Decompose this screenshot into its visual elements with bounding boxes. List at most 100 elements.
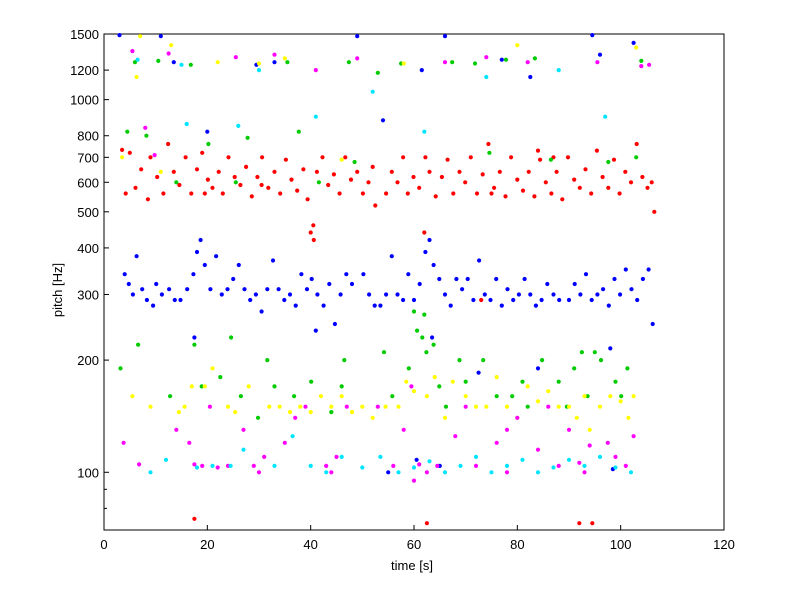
y-tick-label: 100 bbox=[77, 465, 99, 480]
data-point bbox=[612, 276, 617, 282]
data-point bbox=[229, 335, 234, 340]
data-point bbox=[411, 174, 416, 180]
data-point bbox=[127, 150, 132, 155]
data-point bbox=[439, 174, 444, 180]
data-point bbox=[460, 287, 465, 292]
data-point bbox=[155, 174, 160, 180]
data-point bbox=[631, 40, 636, 46]
data-point bbox=[143, 125, 148, 130]
data-point bbox=[587, 427, 592, 432]
data-point bbox=[528, 74, 533, 80]
data-point bbox=[516, 292, 522, 297]
data-point bbox=[417, 185, 422, 190]
data-point bbox=[494, 276, 499, 282]
data-point bbox=[360, 404, 365, 409]
data-point bbox=[311, 237, 316, 243]
data-point bbox=[504, 470, 510, 475]
data-point bbox=[241, 447, 246, 452]
data-point bbox=[601, 287, 606, 292]
data-point bbox=[176, 410, 181, 415]
data-point bbox=[605, 440, 610, 445]
data-point bbox=[631, 434, 636, 439]
data-point bbox=[389, 254, 394, 259]
data-point bbox=[556, 463, 561, 468]
data-point bbox=[161, 191, 166, 196]
data-point bbox=[420, 335, 425, 340]
data-point bbox=[504, 427, 510, 432]
data-point bbox=[352, 159, 357, 165]
data-point bbox=[318, 394, 324, 399]
data-point bbox=[480, 172, 485, 177]
data-point bbox=[556, 68, 561, 73]
data-point bbox=[134, 254, 139, 259]
data-point bbox=[458, 463, 463, 468]
data-point bbox=[395, 180, 400, 185]
data-point bbox=[238, 182, 243, 188]
data-point bbox=[611, 157, 617, 162]
data-point bbox=[226, 155, 231, 160]
data-point bbox=[463, 180, 468, 185]
data-point bbox=[442, 415, 448, 420]
data-point bbox=[309, 276, 314, 282]
data-point bbox=[329, 404, 334, 409]
data-point bbox=[391, 463, 396, 468]
data-point bbox=[381, 350, 387, 355]
data-point bbox=[484, 74, 489, 80]
x-tick-label: 60 bbox=[407, 537, 421, 552]
data-point bbox=[308, 230, 313, 235]
data-point bbox=[205, 129, 210, 134]
data-point bbox=[431, 342, 436, 347]
data-point bbox=[278, 191, 283, 196]
data-point bbox=[583, 272, 589, 277]
data-point bbox=[595, 292, 600, 297]
data-point bbox=[583, 167, 588, 172]
data-point bbox=[219, 292, 224, 297]
data-point bbox=[182, 404, 187, 409]
data-point bbox=[118, 366, 123, 371]
data-point bbox=[525, 404, 530, 409]
data-point bbox=[424, 350, 429, 355]
data-point bbox=[443, 404, 449, 409]
data-point bbox=[578, 292, 583, 297]
data-point bbox=[640, 276, 646, 282]
data-point bbox=[159, 292, 164, 297]
data-point bbox=[504, 404, 510, 409]
y-tick-label: 800 bbox=[77, 129, 99, 144]
data-point bbox=[411, 297, 417, 303]
data-point bbox=[171, 60, 176, 65]
data-point bbox=[207, 404, 212, 409]
data-point bbox=[256, 68, 262, 73]
data-point bbox=[126, 281, 131, 287]
data-point bbox=[401, 61, 406, 66]
data-point bbox=[411, 309, 417, 314]
data-point bbox=[194, 465, 200, 470]
data-point bbox=[515, 177, 520, 182]
data-point bbox=[242, 287, 247, 292]
data-point bbox=[246, 384, 251, 389]
data-point bbox=[225, 404, 231, 409]
data-point bbox=[453, 434, 458, 439]
data-point bbox=[321, 303, 326, 308]
data-point bbox=[639, 58, 644, 64]
data-point bbox=[613, 454, 618, 459]
data-point bbox=[233, 55, 238, 60]
data-point bbox=[390, 394, 395, 399]
data-point bbox=[577, 185, 582, 190]
data-point bbox=[265, 358, 270, 363]
data-point bbox=[433, 194, 438, 199]
data-point bbox=[432, 375, 437, 380]
data-point bbox=[474, 191, 480, 196]
data-point bbox=[120, 147, 125, 152]
data-point bbox=[169, 43, 174, 48]
data-point bbox=[324, 463, 329, 468]
data-point bbox=[482, 292, 487, 297]
data-point bbox=[631, 394, 636, 399]
data-point bbox=[214, 254, 219, 259]
data-point bbox=[386, 470, 391, 475]
data-point bbox=[320, 155, 325, 160]
data-point bbox=[346, 60, 351, 65]
x-axis-ticks: 0 20 40 60 80 100 120 bbox=[100, 525, 735, 552]
data-point bbox=[603, 114, 608, 119]
data-point bbox=[585, 394, 590, 399]
data-point bbox=[566, 427, 572, 432]
